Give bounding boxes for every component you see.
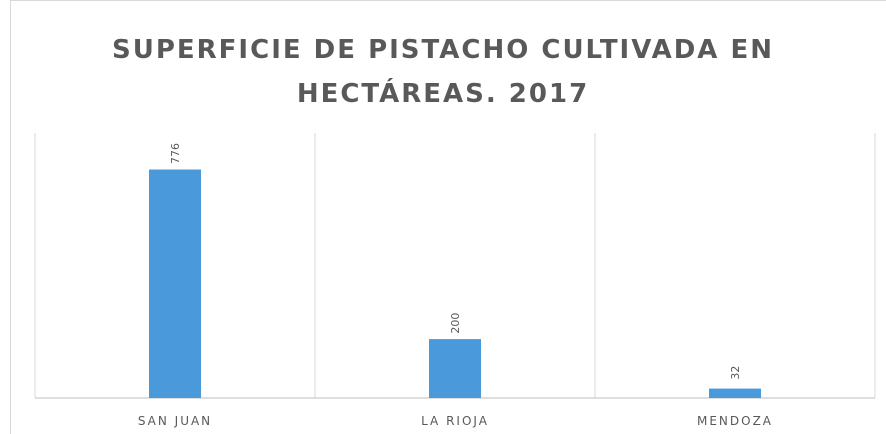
chart-area — [10, 0, 886, 434]
chart-title: SUPERFICIE DE PISTACHO CULTIVADA EN HECT… — [0, 28, 886, 116]
x-tick-label: LA RIOJA — [421, 414, 489, 428]
bar-san-juan — [149, 169, 201, 398]
chart-title-line-1: SUPERFICIE DE PISTACHO CULTIVADA EN — [112, 35, 774, 65]
data-label: 32 — [729, 366, 742, 380]
data-label: 200 — [449, 313, 462, 334]
bar-la-rioja — [429, 339, 481, 398]
bar-mendoza — [709, 388, 761, 398]
x-tick-label: SAN JUAN — [138, 414, 212, 428]
data-label: 776 — [169, 143, 182, 164]
x-tick-label: MENDOZA — [697, 414, 773, 428]
chart-title-line-2: HECTÁREAS. 2017 — [296, 79, 590, 109]
